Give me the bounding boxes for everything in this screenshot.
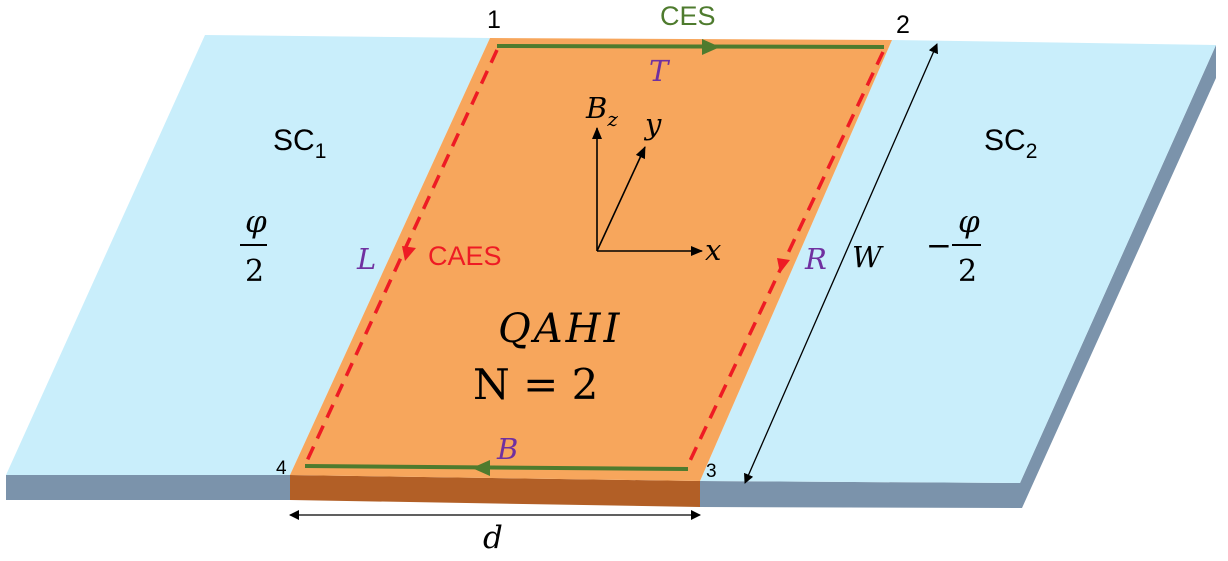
sc2-side-face bbox=[700, 45, 1216, 508]
ces-bottom-edge bbox=[304, 464, 689, 471]
phase-left-numerator: φ bbox=[245, 204, 267, 240]
ces-label: CES bbox=[660, 1, 716, 31]
axis-y-arrow bbox=[596, 146, 646, 252]
qahi-name-label: QAHI bbox=[498, 306, 622, 352]
axis-x-label: x bbox=[705, 233, 721, 267]
length-label: d bbox=[483, 520, 503, 556]
caes-label: CAES bbox=[428, 241, 502, 271]
axis-bz-label: Bz bbox=[585, 91, 618, 131]
corner-label-3: 3 bbox=[706, 461, 717, 482]
caes-left-edge bbox=[304, 49, 499, 464]
edge-label-bottom: B bbox=[496, 432, 518, 466]
ces-top-edge bbox=[496, 44, 885, 49]
phase-left-denominator: 2 bbox=[245, 254, 264, 289]
edge-label-right: R bbox=[804, 242, 827, 276]
phase-right-denominator: 2 bbox=[958, 254, 977, 289]
qahi-top-face bbox=[290, 38, 892, 481]
axis-y-label: y bbox=[643, 107, 662, 141]
sc2-label: SC2 bbox=[984, 124, 1037, 163]
ces-bottom-arrow-icon bbox=[472, 460, 490, 476]
corner-label-1: 1 bbox=[487, 6, 501, 34]
sc1-label: SC1 bbox=[273, 124, 326, 163]
sc1-side-face bbox=[6, 475, 290, 500]
phase-right-numerator: φ bbox=[958, 204, 980, 240]
edge-label-top: T bbox=[649, 54, 671, 88]
qahi-side-face bbox=[290, 475, 700, 507]
corner-label-2: 2 bbox=[896, 11, 910, 39]
edge-label-left: L bbox=[356, 242, 376, 276]
corner-label-4: 4 bbox=[276, 458, 287, 479]
width-label: W bbox=[852, 240, 884, 274]
caes-left-arrow-icon bbox=[402, 246, 416, 261]
ces-top-arrow-icon bbox=[702, 39, 720, 55]
width-dimension-arrow bbox=[744, 43, 938, 484]
phase-right-sign: − bbox=[926, 228, 952, 264]
sc1-top-face bbox=[6, 35, 490, 475]
qahi-chern-label: N = 2 bbox=[473, 360, 598, 409]
